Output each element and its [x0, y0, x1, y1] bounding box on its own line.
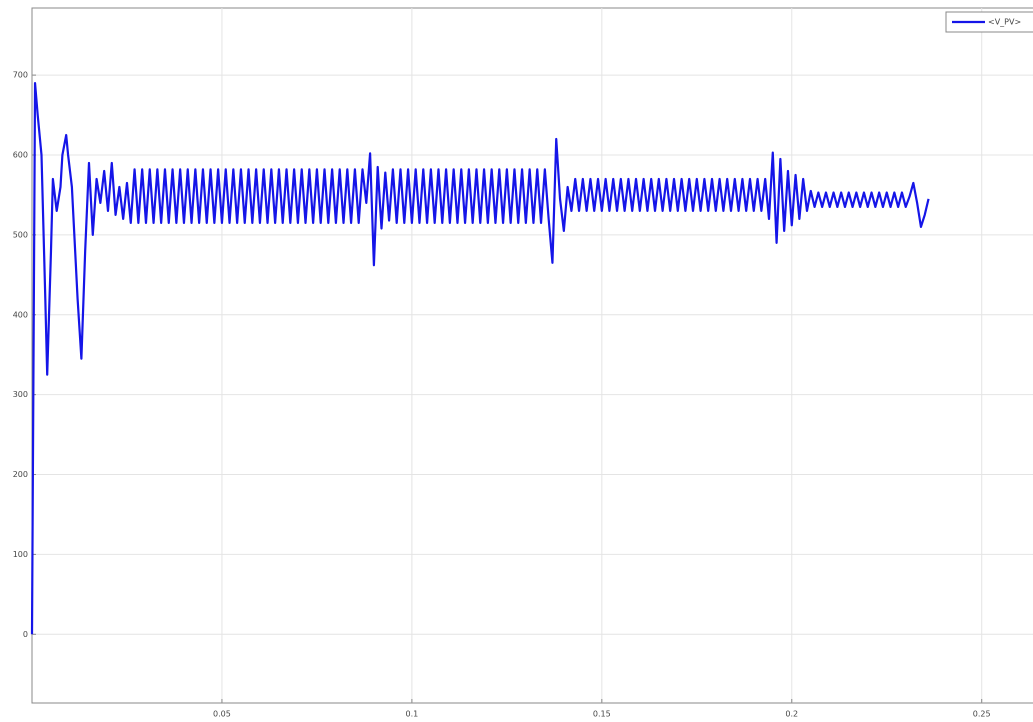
y-tick-label: 700 [13, 71, 28, 80]
grid: 0 100 200 300 400 500 600 700 0.05 0.1 0.15 0.2 0.25 [13, 8, 1033, 719]
y-tick-label: 600 [13, 150, 28, 159]
legend: <V_PV> [945, 11, 1033, 33]
x-tick-label: 0.05 [213, 710, 231, 719]
legend-label: <V_PV> [988, 18, 1021, 27]
y-tick-label: 200 [13, 470, 28, 479]
y-tick-label: 300 [13, 390, 28, 399]
legend-box [945, 11, 1033, 33]
y-tick-label: 0 [23, 630, 28, 639]
x-tick-label: 0.2 [785, 710, 798, 719]
y-tick-label: 500 [13, 230, 28, 239]
x-tick-label: 0.25 [973, 710, 991, 719]
x-tick-label: 0.1 [406, 710, 419, 719]
lines [30, 81, 930, 635]
y-tick-label: 400 [13, 310, 28, 319]
y-tick-label: 100 [13, 550, 28, 559]
x-tick-label: 0.15 [593, 710, 611, 719]
plot-area [31, 7, 1033, 704]
data-line [30, 81, 930, 635]
